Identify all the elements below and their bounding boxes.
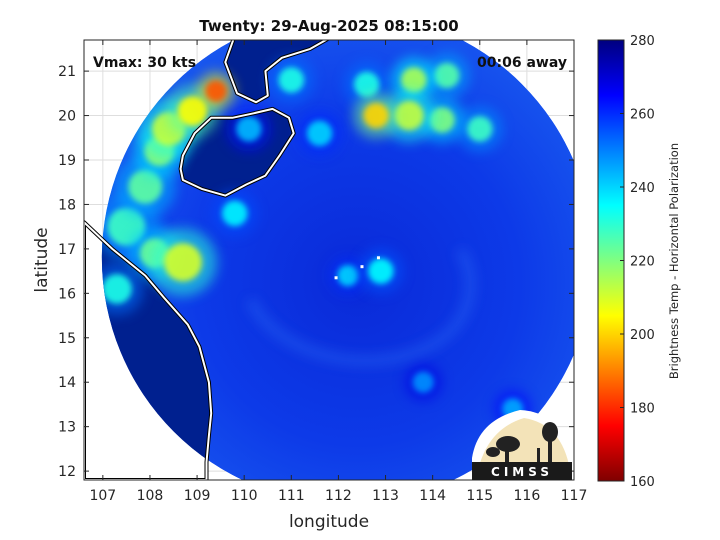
x-tick-label: 114	[419, 488, 446, 504]
x-axis-label: longitude	[289, 512, 369, 532]
y-tick-label: 21	[58, 64, 76, 80]
colorbar-tick-label: 160	[630, 475, 655, 490]
y-tick-label: 13	[58, 420, 76, 436]
x-tick-label: 117	[561, 488, 588, 504]
coastline-hainan	[179, 107, 295, 197]
x-axis-ticks: 107 108 109 110 111 112 113 114 115 116 117	[89, 40, 587, 504]
x-tick-label: 108	[137, 488, 164, 504]
storm-center-mark	[376, 256, 380, 260]
convection-cell	[163, 243, 203, 282]
colorbar	[598, 40, 624, 481]
colorbar-tick-label: 240	[630, 181, 655, 196]
convection-cell	[177, 96, 208, 126]
y-axis-label: latitude	[32, 227, 52, 292]
cimss-logo-text: CIMSS	[491, 465, 553, 479]
coastlines	[84, 40, 330, 480]
x-tick-label: 109	[184, 488, 211, 504]
time-away-annotation: 00:06 away	[477, 55, 567, 71]
y-tick-label: 19	[58, 153, 76, 169]
colorbar-tick-label: 220	[630, 255, 655, 270]
x-tick-label: 107	[89, 488, 116, 504]
y-tick-label: 15	[58, 331, 76, 347]
y-tick-label: 16	[58, 286, 76, 302]
y-tick-label: 18	[58, 197, 76, 213]
x-tick-label: 115	[466, 488, 493, 504]
y-axis-ticks: 12 13 14 15 16 17 18 19 20 21	[58, 64, 574, 480]
convection-cell	[102, 274, 132, 304]
convection-cell	[412, 371, 434, 393]
colorbar-tick-label: 180	[630, 402, 655, 417]
convection-cell	[337, 264, 359, 287]
convection-cell	[222, 200, 248, 227]
convection-cell	[467, 116, 493, 142]
y-tick-label: 17	[58, 242, 76, 258]
satellite-dish-icon	[496, 436, 520, 452]
x-tick-label: 110	[231, 488, 258, 504]
convection-cell	[429, 107, 455, 133]
colorbar-tick-label: 260	[630, 108, 655, 123]
x-tick-label: 113	[372, 488, 399, 504]
convection-cell	[205, 80, 227, 102]
convection-cell	[363, 102, 389, 129]
convection-cell	[353, 71, 380, 98]
axes-frame	[83, 39, 575, 481]
coastline-vietnam	[84, 221, 213, 480]
colorbar-label: Brightness Temp - Horizontal Polarizatio…	[667, 143, 681, 379]
x-tick-label: 112	[325, 488, 352, 504]
x-tick-label: 111	[278, 488, 305, 504]
coastline-leizhou	[224, 40, 328, 104]
y-tick-label: 14	[58, 375, 76, 391]
convection-cell	[368, 258, 394, 284]
colorbar-ticks: 160 180 200 220 240 260 280	[620, 34, 655, 490]
plot-title: Twenty: 29-Aug-2025 08:15:00	[199, 17, 458, 35]
storm-center-mark	[360, 265, 364, 269]
cimss-logo: CIMSS	[472, 410, 572, 480]
vmax-annotation: Vmax: 30 kts	[93, 55, 196, 71]
convection-cell	[278, 67, 305, 93]
x-tick-label: 116	[514, 488, 541, 504]
y-tick-label: 12	[58, 464, 76, 480]
convection-cell	[434, 62, 460, 89]
colorbar-tick-label: 280	[630, 34, 655, 49]
convection-cell	[236, 116, 262, 142]
microwave-swath	[101, 40, 574, 480]
y-tick-label: 20	[58, 109, 76, 125]
land-leizhou	[225, 40, 334, 103]
convection-cell	[306, 120, 333, 147]
convection-cell	[128, 169, 163, 204]
storm-rainband-ring	[245, 247, 476, 366]
colorbar-tick-label: 200	[630, 328, 655, 343]
storm-center-markers	[334, 256, 380, 280]
water-tower-icon	[548, 432, 552, 462]
convection-cell	[401, 67, 427, 93]
map-data-layer	[84, 40, 574, 480]
convection-cell	[394, 100, 424, 131]
storm-center-mark	[334, 276, 338, 280]
